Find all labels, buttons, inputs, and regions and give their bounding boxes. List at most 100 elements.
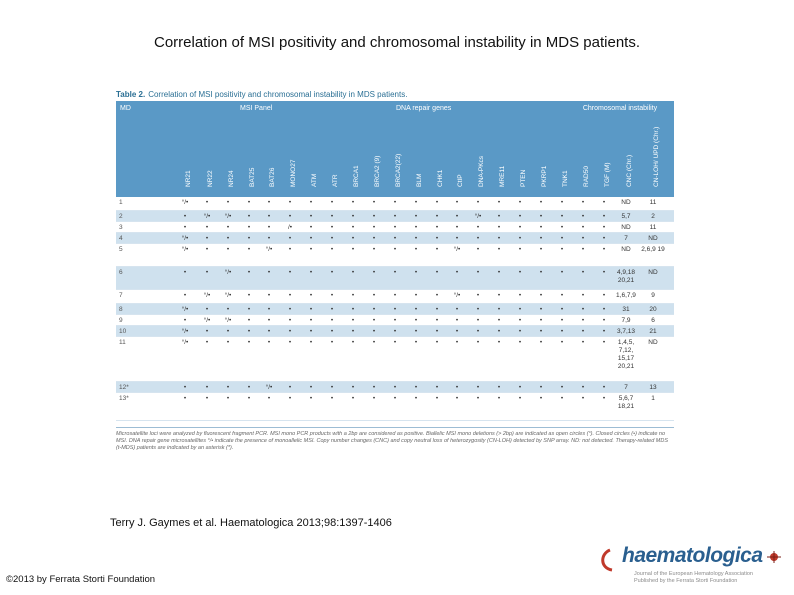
table-cell: ND xyxy=(648,269,658,276)
table-cell: • xyxy=(414,306,418,313)
table-cell: • xyxy=(539,339,543,346)
logo-subtitle-1: Journal of the European Hematology Assoc… xyxy=(634,571,753,577)
header-group-chromosomal: Chromosomal instability xyxy=(582,105,658,112)
table-cell: • xyxy=(309,246,313,253)
table-cell: • xyxy=(435,317,439,324)
copyright: ©2013 by Ferrata Storti Foundation xyxy=(6,574,156,585)
table-cell: • xyxy=(247,339,251,346)
table-cell: • xyxy=(455,395,459,402)
column-header: BRCA1 xyxy=(348,128,360,194)
table-cell: • xyxy=(476,384,480,391)
table-cell: • xyxy=(602,235,606,242)
table-cell: • xyxy=(455,384,459,391)
table-cell: • xyxy=(247,213,251,220)
column-header: NR24 xyxy=(223,128,235,194)
table-cell: • xyxy=(393,384,397,391)
table-cell: • xyxy=(539,235,543,242)
table-cell: • xyxy=(497,292,501,299)
table-cell: °/• xyxy=(453,246,461,253)
table-cell: • xyxy=(351,269,355,276)
table-cell: • xyxy=(476,292,480,299)
table-row: 2 • °/• °/• • • • • • • • • • • • °/• • • • • • • 5,7 2 xyxy=(116,211,674,222)
table-cell: 1,4,5, 7,12, 15,17 20,21 xyxy=(617,339,635,370)
table-cell: • xyxy=(247,317,251,324)
column-header-label: CN-LOH/ UPD (Chr.) xyxy=(653,126,660,187)
table-cell: 21 xyxy=(649,328,657,335)
table-cell: • xyxy=(476,246,480,253)
table-cell: • xyxy=(247,199,251,206)
table-cell: • xyxy=(351,246,355,253)
table-cell: • xyxy=(518,199,522,206)
table-cell: • xyxy=(183,213,187,220)
table-cell: ND xyxy=(621,199,631,206)
table-cell: • xyxy=(560,246,564,253)
table-cell: °/• xyxy=(181,339,189,346)
column-header: PTEN xyxy=(515,128,527,194)
table-cell: • xyxy=(309,292,313,299)
table-cell: • xyxy=(247,384,251,391)
table-cell: • xyxy=(560,213,564,220)
table-cell: • xyxy=(560,199,564,206)
table-cell: • xyxy=(372,246,376,253)
column-header: TNK1 xyxy=(557,128,569,194)
column-header: PKRP1 xyxy=(536,128,548,194)
table-cell: • xyxy=(205,199,209,206)
table-cell: • xyxy=(351,339,355,346)
table-cell: • xyxy=(581,224,585,231)
table-cell: • xyxy=(602,395,606,402)
table-cell: • xyxy=(581,235,585,242)
table-row: 1 °/• • • • • • • • • • • • • • • • • • • • • ND 11 xyxy=(116,197,674,211)
table-cell: • xyxy=(476,224,480,231)
table-cell: • xyxy=(330,395,334,402)
column-header: CNC (Chr.) xyxy=(621,128,633,194)
logo-emblem-cross-icon xyxy=(767,551,781,563)
table-cell: • xyxy=(497,339,501,346)
table-cell: 7,9 xyxy=(621,317,631,324)
table-cell: • xyxy=(183,224,187,231)
logo-wordmark: haematologica xyxy=(622,544,763,567)
table-cell: • xyxy=(560,339,564,346)
table-cell: • xyxy=(414,213,418,220)
table-cell: • xyxy=(288,235,292,242)
table-cell: 13 xyxy=(649,384,657,391)
table-cell: • xyxy=(393,213,397,220)
table-cell: • xyxy=(372,224,376,231)
table-cell: °/• xyxy=(265,384,273,391)
table-cell: • xyxy=(330,328,334,335)
table-cell: • xyxy=(497,246,501,253)
table-cell: 1,6,7,9 xyxy=(616,292,636,299)
patient-id: 7 xyxy=(119,292,123,299)
table-cell: • xyxy=(435,384,439,391)
table-cell: • xyxy=(267,269,271,276)
header-group-md: MD xyxy=(120,105,131,112)
patient-id: 13* xyxy=(119,395,129,402)
table-cell: • xyxy=(393,339,397,346)
table-cell: • xyxy=(205,339,209,346)
table-cell: • xyxy=(602,269,606,276)
table-cell: • xyxy=(518,384,522,391)
column-header: BRCA2 (9) xyxy=(369,128,381,194)
table-header: MD MSI Panel DNA repair genes Chromosoma… xyxy=(116,101,674,197)
table-cell: • xyxy=(226,395,230,402)
table-cell: • xyxy=(560,292,564,299)
table-cell: • xyxy=(393,328,397,335)
table-cell: • xyxy=(183,384,187,391)
column-header-label: PKRP1 xyxy=(541,165,548,187)
table-cell: • xyxy=(309,224,313,231)
table-cell: 11 xyxy=(649,224,657,231)
table-cell: °/• xyxy=(203,292,211,299)
table-cell: • xyxy=(393,317,397,324)
logo-subtitle-2: Published by the Ferrata Storti Foundati… xyxy=(634,578,738,584)
table-cell: • xyxy=(539,213,543,220)
table-cell: °/• xyxy=(224,213,232,220)
table-cell: • xyxy=(581,292,585,299)
table-cell: • xyxy=(288,395,292,402)
table-cell: • xyxy=(518,317,522,324)
table-cell: • xyxy=(602,246,606,253)
column-header-label: MONO27 xyxy=(290,159,297,187)
table-cell: • xyxy=(435,395,439,402)
table-cell: • xyxy=(539,269,543,276)
table-cell: • xyxy=(288,328,292,335)
table-cell: • xyxy=(267,213,271,220)
table-cell: • xyxy=(393,269,397,276)
